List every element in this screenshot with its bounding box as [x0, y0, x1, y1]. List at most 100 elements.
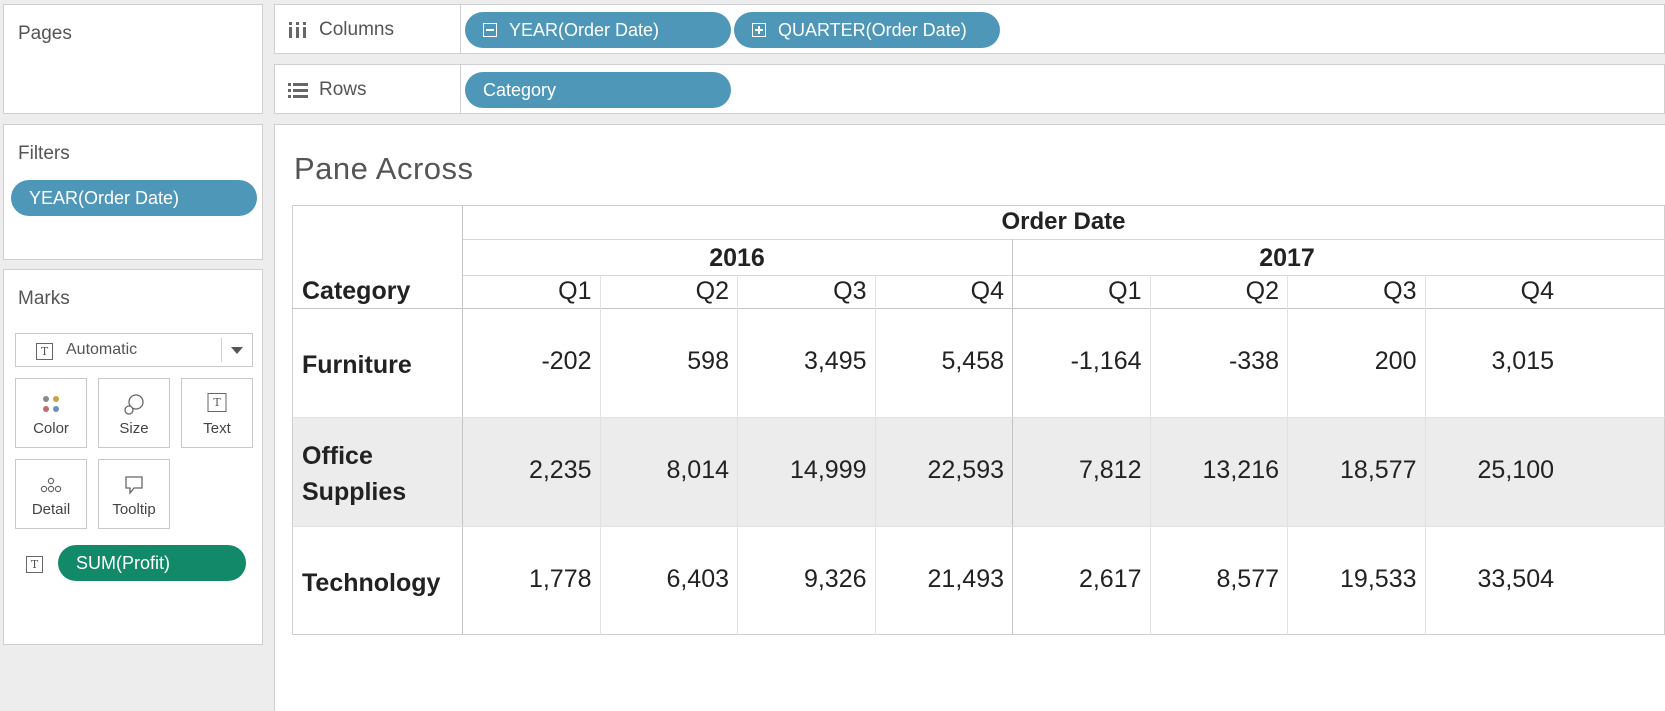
color-button[interactable]: Color	[15, 378, 87, 448]
filter-pill-year[interactable]: YEAR(Order Date)	[11, 180, 257, 216]
header-line	[292, 308, 1665, 309]
color-dots-icon	[43, 396, 59, 412]
size-label: Size	[119, 420, 149, 437]
rows-icon	[288, 83, 308, 98]
data-cell: 2,617	[1078, 564, 1142, 593]
dropdown-separator	[221, 338, 222, 362]
mark-type-dropdown[interactable]: T Automatic	[15, 333, 253, 367]
category-label-line: Furniture	[302, 350, 412, 379]
quarter-header: Q4	[970, 277, 1004, 305]
column-divider	[599, 275, 601, 635]
data-cell: 9,326	[803, 564, 867, 593]
detail-label: Detail	[31, 501, 71, 518]
category-label-line: Technology	[302, 568, 441, 597]
column-pill-year-label: YEAR(Order Date)	[509, 20, 660, 40]
row-header-category: Category	[302, 277, 411, 305]
detail-button[interactable]: Detail	[15, 459, 87, 529]
category-label: Furniture	[302, 347, 412, 383]
data-cell: 6,403	[666, 564, 729, 593]
pages-card[interactable]: Pages	[3, 4, 263, 114]
mark-type-label: Automatic	[66, 341, 138, 358]
row-pill-category[interactable]: Category	[465, 72, 731, 108]
data-cell: 33,504	[1477, 564, 1554, 593]
year-header-2017: 2017	[1259, 244, 1315, 272]
crosstab: Order Date 2016 2017 Q1 Q2 Q3 Q4 Q1 Q2 Q3 Q4 Catego…	[292, 205, 1665, 635]
column-divider	[1424, 275, 1426, 635]
header-line	[462, 239, 1665, 240]
quarter-header: Q1	[1108, 277, 1142, 305]
tooltip-button[interactable]: Tooltip	[98, 459, 170, 529]
category-label-line: Office	[302, 441, 373, 470]
category-label: Technology	[302, 565, 440, 601]
rows-shelf-label-area: Rows	[275, 65, 461, 113]
year-divider	[1012, 239, 1013, 635]
data-cell: -202	[541, 346, 592, 375]
column-pill-quarter[interactable]: QUARTER(Order Date)	[734, 12, 1000, 48]
category-label: Office Supplies	[302, 438, 406, 510]
data-cell: 8,577	[1216, 564, 1279, 593]
data-cell: 7,812	[1078, 455, 1142, 484]
filters-card[interactable]: Filters YEAR(Order Date)	[3, 124, 263, 260]
collapse-icon[interactable]	[483, 23, 497, 37]
data-cell: 22,593	[927, 455, 1004, 484]
marks-title: Marks	[18, 288, 70, 309]
row-divider	[292, 417, 1665, 418]
data-cell: -338	[1228, 346, 1279, 375]
tooltip-label: Tooltip	[112, 501, 156, 518]
category-label-line: Supplies	[302, 477, 407, 506]
quarter-header: Q2	[695, 277, 729, 305]
data-cell: 3,495	[803, 346, 867, 375]
marks-card: Marks T Automatic Color Size T Text Deta…	[3, 269, 263, 645]
column-pill-year[interactable]: YEAR(Order Date)	[465, 12, 731, 48]
row-divider	[292, 526, 1665, 527]
column-divider	[1149, 275, 1151, 635]
text-mark-icon: T	[36, 343, 53, 360]
columns-shelf-label-area: Columns	[275, 5, 461, 53]
data-cell: -1,164	[1070, 346, 1142, 375]
columns-shelf[interactable]: Columns YEAR(Order Date) QUARTER(Order D…	[274, 4, 1665, 54]
data-cell: 18,577	[1340, 455, 1417, 484]
data-cell: 8,014	[666, 455, 729, 484]
data-cell: 14,999	[790, 455, 867, 484]
quarter-header: Q2	[1245, 277, 1279, 305]
text-mark-icon: T	[26, 556, 43, 573]
data-cell: 19,533	[1340, 564, 1417, 593]
measure-pill-profit[interactable]: SUM(Profit)	[58, 545, 246, 581]
size-button[interactable]: Size	[98, 378, 170, 448]
color-label: Color	[33, 420, 69, 437]
quarter-header: Q3	[1383, 277, 1417, 305]
data-cell: 13,216	[1202, 455, 1279, 484]
text-label: Text	[203, 420, 231, 437]
column-pill-quarter-label: QUARTER(Order Date)	[778, 20, 967, 40]
row-header-divider	[462, 205, 463, 635]
data-cell: 25,100	[1477, 455, 1554, 484]
year-header-2016: 2016	[709, 244, 765, 272]
column-divider	[874, 275, 876, 635]
rows-label: Rows	[319, 79, 367, 100]
data-cell: 5,458	[941, 346, 1004, 375]
column-divider	[737, 275, 738, 635]
chevron-down-icon	[231, 347, 243, 354]
data-cell: 3,015	[1491, 346, 1554, 375]
expand-icon[interactable]	[752, 23, 766, 37]
data-cell: 21,493	[927, 564, 1004, 593]
data-cell: 1,778	[528, 564, 592, 593]
data-cell: 200	[1374, 346, 1417, 375]
columns-icon	[289, 22, 306, 38]
measure-pill-label: SUM(Profit)	[76, 553, 170, 573]
row-band	[292, 417, 1665, 526]
header-line	[462, 275, 1665, 276]
pages-title: Pages	[18, 23, 72, 44]
data-cell: 598	[687, 346, 729, 375]
columns-label: Columns	[319, 19, 394, 40]
quarter-header: Q1	[558, 277, 592, 305]
rows-shelf[interactable]: Rows Category	[274, 64, 1665, 114]
text-button[interactable]: T Text	[181, 378, 253, 448]
text-icon: T	[207, 393, 227, 412]
column-header-order-date: Order Date	[1001, 208, 1126, 235]
detail-dots-icon	[40, 477, 62, 493]
size-circles-icon	[124, 394, 144, 415]
view-title: Pane Across	[294, 151, 474, 186]
speech-bubble-icon	[125, 476, 143, 495]
filters-title: Filters	[18, 143, 70, 164]
